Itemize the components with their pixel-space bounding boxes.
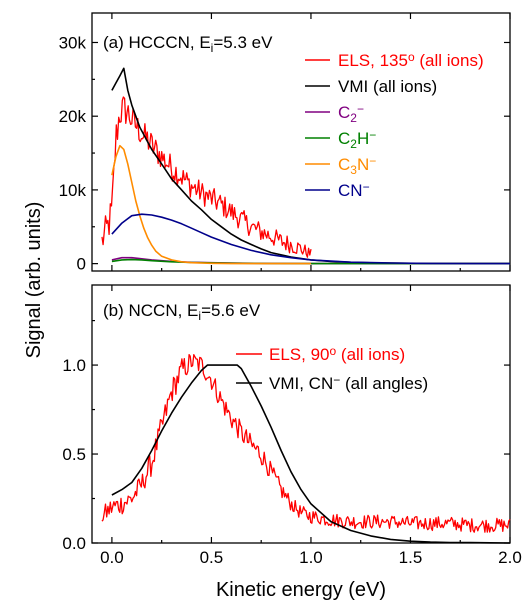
y-tick-label: 0.0 (62, 534, 86, 553)
legend-label-c2: C2− (338, 102, 364, 125)
y-axis-title: Signal (arb. units) (23, 202, 45, 359)
panel-b-frame (91, 284, 511, 544)
legend-label-els: ELS, 135o (all ions) (338, 50, 484, 70)
panel-a-legend: ELS, 135o (all ions) VMI (all ions) C2− C2H… (305, 50, 484, 200)
x-tick-label: 1.5 (399, 548, 423, 567)
legend-label-c3n: C3N− (338, 154, 376, 177)
y-tick-label: 1.0 (62, 356, 86, 375)
panel-b-chart: 0.0 0.5 1.0 0.0 0.5 1.0 1.5 2.0 (b) NCCN, Ei=5.… (62, 284, 522, 567)
x-axis-title: Kinetic energy (eV) (216, 579, 386, 601)
panel-b-legend: ELS, 90o (all ions) VMI, CN− (all angles) (236, 344, 428, 393)
series-line-c3n (111, 144, 311, 265)
panel-b-axes: 0.0 0.5 1.0 0.0 0.5 1.0 1.5 2.0 (62, 285, 522, 567)
legend-label-els: ELS, 90o (all ions) (269, 344, 405, 364)
y-tick-label: 0.5 (62, 445, 86, 464)
series-line-els (101, 96, 312, 258)
x-tick-label: 1.0 (299, 548, 323, 567)
panel-a-series (101, 67, 510, 265)
legend-label-vmi: VMI (all ions) (338, 77, 437, 96)
panel-b-label: (b) NCCN, Ei=5.6 eV (103, 301, 261, 323)
panel-a-label: (a) HCCCN, Ei=5.3 eV (103, 33, 273, 55)
y-tick-label: 20k (59, 107, 87, 126)
panel-a-frame (91, 12, 511, 272)
x-tick-label: 0.0 (100, 548, 124, 567)
y-tick-label: 30k (59, 33, 87, 52)
series-line-cn (111, 213, 510, 265)
series-line-vmi (111, 67, 510, 265)
panel-b-series (101, 353, 511, 544)
x-tick-label: 0.5 (200, 548, 224, 567)
legend-label-cn: CN− (338, 180, 370, 200)
x-tick-label: 2.0 (498, 548, 522, 567)
series-line-els (101, 353, 511, 533)
y-tick-label: 0 (77, 255, 86, 274)
panel-a-axes: 0 10k 20k 30k (59, 13, 511, 274)
series-line-vmi (111, 364, 511, 544)
legend-label-c2h: C2H− (338, 128, 376, 151)
panel-a-chart: 0 10k 20k 30k (a) HCCCN, Ei=5.3 eV ELS, 135… (59, 12, 511, 274)
legend-label-vmi: VMI, CN− (all angles) (269, 373, 428, 393)
y-tick-label: 10k (59, 181, 87, 200)
